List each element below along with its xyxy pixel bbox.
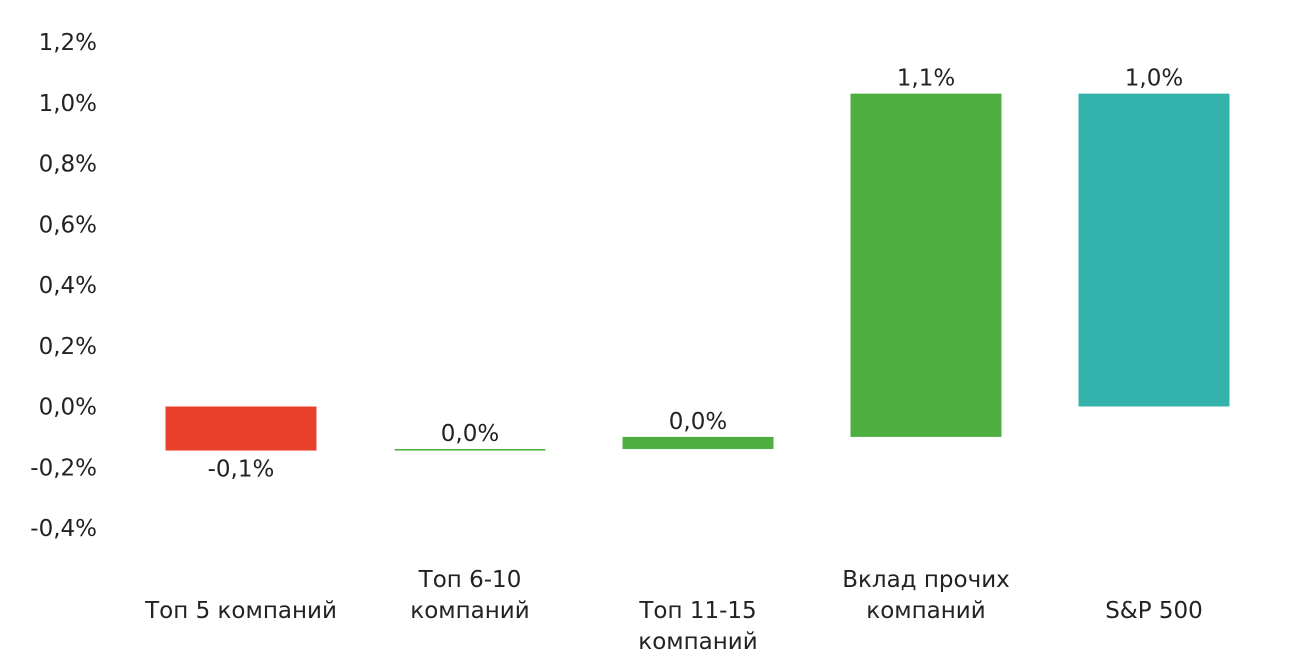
data-label: 1,1% <box>897 66 955 92</box>
data-label: 0,0% <box>669 409 727 435</box>
category-label: Топ 11-15 компаний <box>638 598 757 650</box>
category-label: S&P 500 <box>1105 598 1203 624</box>
category-label-line: компаний <box>866 598 985 624</box>
y-axis: 1,2% 1,0% 0,8% 0,6% 0,4% 0,2% 0,0% -0,2% -0,4% <box>30 30 97 542</box>
y-tick-label: -0,2% <box>30 455 97 481</box>
category-label: Вклад прочих компаний <box>842 567 1010 624</box>
y-tick-label: 0,8% <box>39 152 97 178</box>
bar <box>1078 93 1230 407</box>
category-label-line: Вклад прочих <box>842 567 1010 593</box>
y-tick-label: 0,4% <box>39 273 97 299</box>
bar <box>622 436 774 450</box>
category-label-line: Топ 11-15 <box>638 598 756 624</box>
category-label-line: Топ 6-10 <box>418 567 522 593</box>
y-tick-label: 1,0% <box>39 91 97 117</box>
bars <box>165 93 1230 451</box>
y-tick-label: 0,2% <box>39 334 97 360</box>
bar <box>850 93 1002 437</box>
category-label: Топ 6-10 компаний <box>410 567 529 624</box>
y-tick-label: 0,6% <box>39 212 97 238</box>
data-labels: -0,1% 0,0% 0,0% 1,1% 1,0% <box>208 66 1184 483</box>
category-label-line: компаний <box>410 598 529 624</box>
data-label: 1,0% <box>1125 66 1183 92</box>
category-label-line: S&P 500 <box>1105 598 1203 624</box>
category-label-line: компаний <box>638 629 757 650</box>
data-label: -0,1% <box>208 457 275 483</box>
y-tick-label: -0,4% <box>30 516 97 542</box>
bar <box>165 406 317 451</box>
category-label-line: Топ 5 компаний <box>144 598 337 624</box>
x-axis: Топ 5 компаний Топ 6-10 компаний Топ 11-15 к… <box>144 567 1203 650</box>
data-label: 0,0% <box>441 421 499 447</box>
bar <box>394 449 546 451</box>
category-label: Топ 5 компаний <box>144 598 337 624</box>
y-tick-label: 1,2% <box>39 30 97 56</box>
y-tick-label: 0,0% <box>39 395 97 421</box>
